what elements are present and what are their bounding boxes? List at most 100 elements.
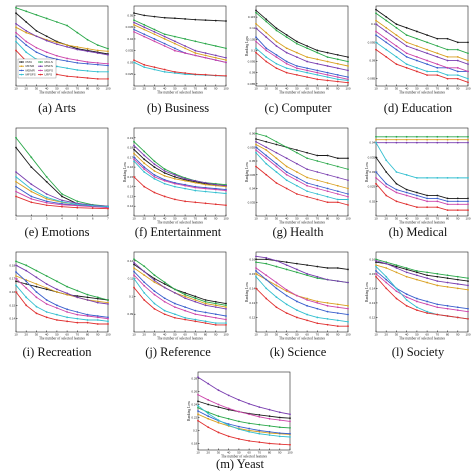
data-point — [197, 410, 199, 412]
data-point — [295, 149, 298, 151]
data-point — [395, 191, 398, 194]
data-point — [76, 321, 79, 324]
data-point — [289, 417, 291, 420]
data-point — [436, 200, 439, 203]
data-point — [15, 271, 17, 273]
data-point — [285, 264, 288, 266]
data-point — [107, 64, 109, 67]
series-line-pmu — [375, 157, 468, 199]
data-point — [306, 195, 309, 198]
data-point — [306, 71, 309, 74]
series-line-pmu — [255, 138, 348, 159]
data-point — [336, 157, 339, 160]
data-point — [275, 157, 278, 160]
x-tick-label: 100 — [287, 451, 292, 455]
x-tick-label: 40 — [405, 333, 409, 337]
data-point — [153, 281, 156, 284]
data-point — [316, 277, 319, 280]
y-tick-label: 0.18 — [191, 442, 197, 446]
data-point — [143, 35, 146, 38]
data-point — [405, 63, 408, 66]
data-point — [275, 306, 278, 309]
data-point — [316, 171, 319, 173]
data-point — [227, 424, 230, 427]
data-point — [237, 420, 240, 423]
data-point — [225, 20, 227, 22]
data-point — [446, 56, 449, 58]
data-point — [278, 419, 281, 421]
data-point — [436, 284, 439, 287]
data-point — [326, 302, 329, 304]
data-point — [295, 268, 298, 271]
data-point — [255, 132, 257, 135]
data-point — [153, 40, 156, 43]
data-point — [143, 162, 146, 165]
data-point — [385, 185, 388, 188]
data-point — [143, 166, 146, 169]
data-point — [385, 141, 388, 144]
x-tick-label: 40 — [405, 217, 409, 221]
x-tick-label: 30 — [395, 87, 399, 91]
data-point — [55, 41, 58, 44]
data-point — [194, 73, 197, 76]
data-point — [405, 268, 408, 271]
data-point — [207, 412, 210, 415]
data-point — [184, 200, 187, 203]
data-point — [96, 300, 99, 303]
data-point — [76, 31, 79, 34]
x-tick-label: 80 — [326, 87, 330, 91]
series-line-mfnr — [255, 23, 349, 67]
data-point — [415, 194, 418, 197]
x-tick-label: 10 — [254, 217, 258, 221]
x-tick-label: 60 — [183, 87, 187, 91]
x-tick-label: 40 — [285, 333, 289, 337]
y-tick-label: 0.13 — [369, 301, 375, 305]
data-point — [35, 312, 38, 315]
x-tick-label: 50 — [295, 87, 299, 91]
data-point — [214, 56, 217, 59]
x-tick-label: 50 — [295, 333, 299, 337]
data-point — [265, 31, 268, 34]
y-tick-label: 0.15 — [9, 303, 15, 307]
data-point — [326, 73, 329, 76]
series-line-msfs — [133, 145, 227, 187]
data-point — [285, 33, 288, 36]
data-point — [415, 191, 418, 194]
data-point — [255, 258, 257, 261]
data-point — [385, 194, 388, 197]
data-point — [446, 48, 449, 51]
data-point — [446, 281, 449, 284]
series-line-mdmr — [133, 157, 227, 191]
data-point — [446, 203, 449, 206]
data-point — [207, 399, 210, 401]
x-tick-label: 30 — [153, 217, 157, 221]
data-point — [45, 193, 48, 195]
data-point — [163, 35, 166, 38]
data-point — [456, 306, 459, 309]
data-point — [295, 67, 298, 70]
data-point — [96, 77, 99, 80]
series-line-lrfs — [255, 52, 349, 84]
data-point — [347, 81, 349, 84]
data-point — [184, 297, 187, 300]
x-tick-label: 60 — [65, 333, 69, 337]
data-point — [184, 184, 187, 187]
data-point — [15, 12, 17, 15]
x-axis-label: The number of selected features — [39, 337, 86, 341]
data-point — [258, 423, 261, 426]
data-point — [214, 183, 217, 186]
data-point — [375, 176, 377, 179]
data-point — [184, 179, 187, 182]
data-point — [395, 271, 398, 274]
data-point — [426, 303, 429, 306]
data-point — [76, 317, 79, 320]
data-point — [86, 296, 89, 299]
data-point — [66, 24, 69, 27]
data-point — [456, 59, 459, 62]
y-tick-label: 0.105 — [248, 37, 256, 41]
data-point — [436, 45, 439, 47]
data-point — [336, 325, 339, 328]
data-point — [446, 138, 449, 141]
data-point — [217, 415, 220, 418]
y-tick-label: 0.05 — [127, 13, 133, 17]
